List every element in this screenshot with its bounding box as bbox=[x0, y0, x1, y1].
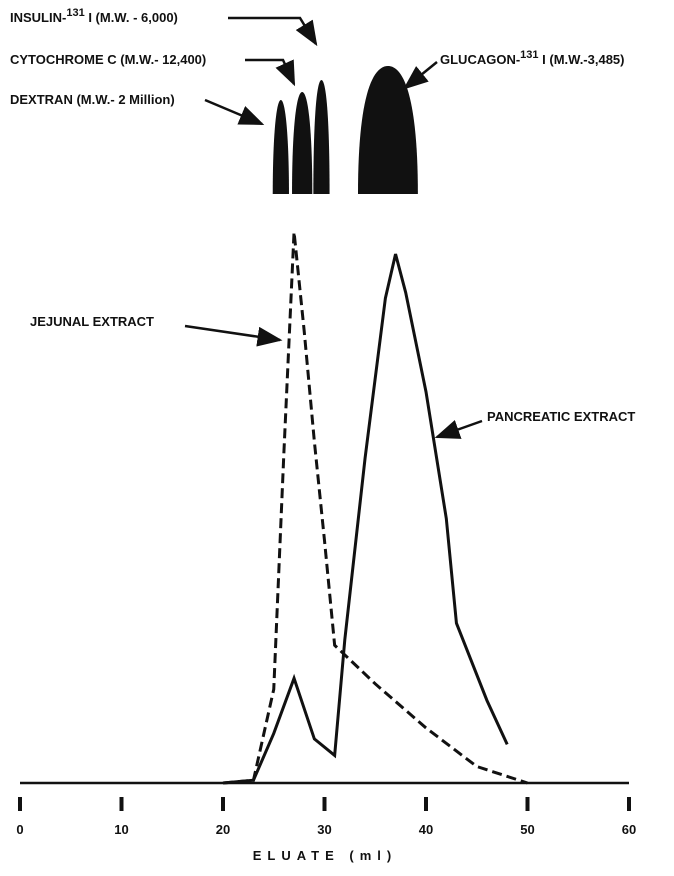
arrow bbox=[204, 98, 265, 126]
x-tick-label: 60 bbox=[622, 822, 636, 837]
marker-label: DEXTRAN (M.W.- 2 Million) bbox=[10, 92, 175, 107]
x-tick-label: 10 bbox=[114, 822, 128, 837]
marker-peak bbox=[272, 100, 289, 194]
x-tick-label: 30 bbox=[317, 822, 331, 837]
label-part: INSULIN- bbox=[10, 10, 66, 25]
marker-peak bbox=[357, 66, 418, 194]
x-tick-label: 0 bbox=[16, 822, 23, 837]
marker-label: GLUCAGON-131 I (M.W.-3,485) bbox=[440, 49, 625, 67]
label-part: I (M.W.-3,485) bbox=[539, 52, 625, 67]
series-line bbox=[222, 231, 528, 785]
x-tick-label: 40 bbox=[419, 822, 433, 837]
label-part: I (M.W. - 6,000) bbox=[85, 10, 178, 25]
x-axis-label: ELUATE (ml) bbox=[253, 848, 397, 863]
series-line bbox=[222, 253, 509, 785]
superscript: 131 bbox=[66, 7, 84, 19]
label-part: GLUCAGON- bbox=[440, 52, 520, 67]
arrow bbox=[434, 419, 483, 439]
marker-label: CYTOCHROME C (M.W.- 12,400) bbox=[10, 52, 206, 67]
x-tick-label: 50 bbox=[520, 822, 534, 837]
marker-label: INSULIN-131 I (M.W. - 6,000) bbox=[10, 7, 178, 25]
label-part: CYTOCHROME C (M.W.- 12,400) bbox=[10, 52, 206, 67]
series-label: PANCREATIC EXTRACT bbox=[487, 409, 635, 424]
series-label: JEJUNAL EXTRACT bbox=[30, 314, 154, 329]
arrow bbox=[245, 58, 296, 87]
arrow bbox=[228, 16, 318, 47]
marker-peak bbox=[313, 80, 330, 194]
x-tick-label: 20 bbox=[216, 822, 230, 837]
arrow bbox=[403, 61, 438, 90]
superscript: 131 bbox=[520, 49, 538, 61]
label-part: DEXTRAN (M.W.- 2 Million) bbox=[10, 92, 175, 107]
marker-peak bbox=[292, 92, 313, 194]
arrow bbox=[184, 324, 283, 347]
